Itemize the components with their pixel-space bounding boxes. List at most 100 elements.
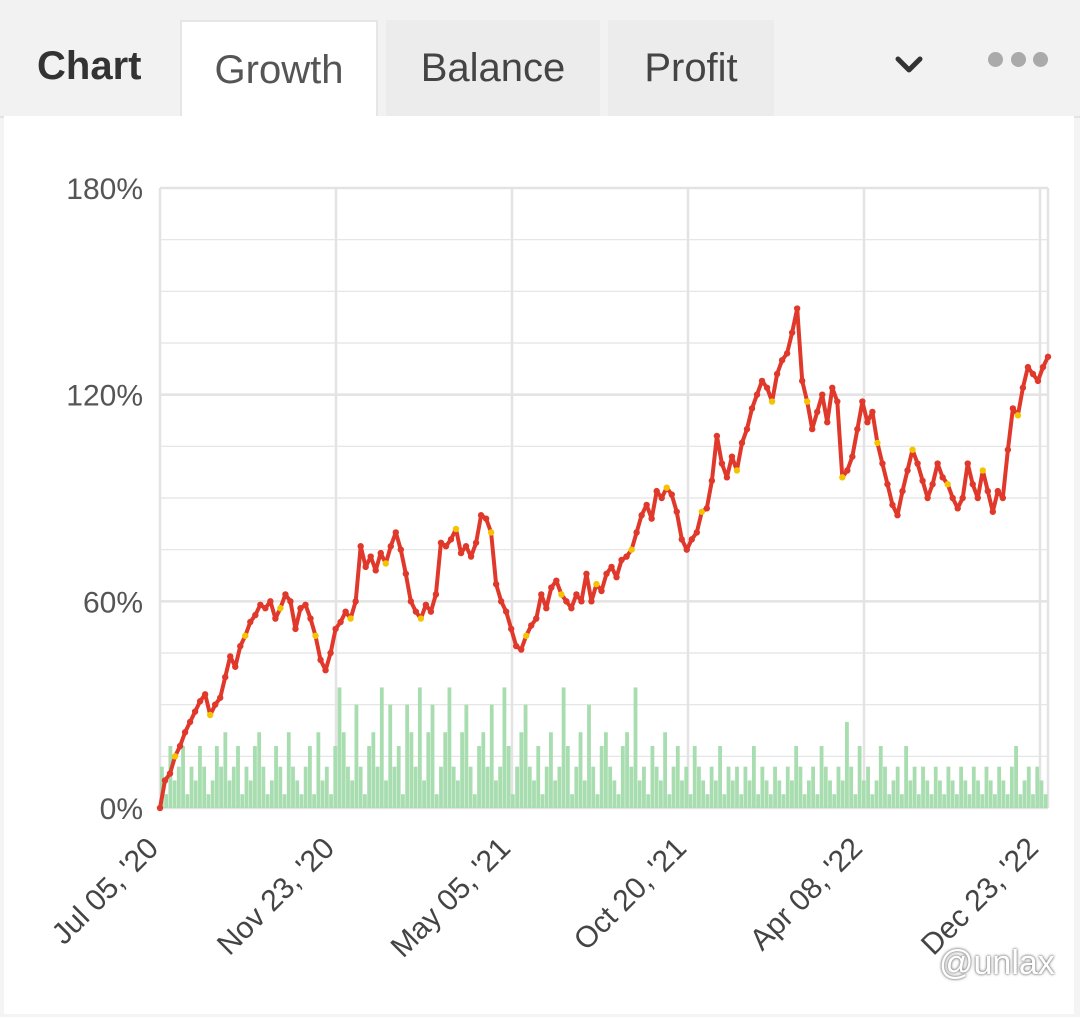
- volume-bar: [384, 780, 388, 808]
- x-tick-label: May 05, '21: [385, 832, 517, 964]
- growth-point: [252, 611, 259, 619]
- x-tick-label: Nov 23, '20: [211, 832, 341, 962]
- growth-point: [683, 546, 690, 553]
- growth-point: [583, 570, 590, 577]
- volume-bar: [900, 794, 904, 808]
- volume-bar: [193, 780, 198, 808]
- volume-bar: [1014, 746, 1018, 808]
- growth-point: [653, 487, 660, 495]
- volume-bar: [726, 766, 731, 808]
- growth-point: [211, 701, 219, 708]
- volume-bar: [502, 687, 507, 808]
- growth-point: [949, 494, 956, 502]
- growth-point: [372, 567, 379, 574]
- volume-bar: [954, 794, 959, 808]
- growth-point: [242, 632, 249, 639]
- growth-point: [959, 494, 966, 502]
- growth-point: [989, 508, 997, 515]
- volume-bar: [963, 780, 968, 808]
- growth-point: [568, 605, 575, 612]
- volume-bar: [857, 746, 862, 808]
- volume-bar: [561, 687, 566, 808]
- volume-bar: [291, 766, 295, 808]
- growth-point: [929, 481, 936, 488]
- volume-bar: [223, 732, 228, 808]
- growth-point: [688, 536, 695, 543]
- volume-bar: [908, 780, 913, 808]
- volume-bar: [781, 794, 786, 808]
- more-options-icon[interactable]: [988, 44, 1048, 74]
- chevron-down-icon[interactable]: [892, 50, 926, 80]
- growth-point: [809, 425, 816, 433]
- volume-bar: [709, 766, 714, 808]
- volume-bar: [460, 732, 465, 808]
- volume-bar: [523, 704, 528, 808]
- chart-section-title: Chart: [37, 44, 142, 88]
- growth-point: [648, 515, 655, 522]
- growth-point: [528, 622, 535, 629]
- growth-point: [593, 580, 600, 588]
- volume-bar: [697, 766, 701, 808]
- growth-point: [352, 598, 359, 605]
- volume-bar: [236, 746, 240, 808]
- volume-bar: [663, 732, 668, 808]
- tab-balance[interactable]: Balance: [386, 20, 600, 116]
- growth-point: [377, 549, 384, 557]
- growth-point: [628, 546, 635, 553]
- growth-point: [753, 391, 761, 398]
- volume-bar: [760, 766, 765, 808]
- volume-bar: [176, 766, 181, 808]
- volume-bar: [946, 766, 951, 808]
- volume-bar: [164, 794, 169, 808]
- growth-point: [874, 439, 881, 447]
- growth-point: [437, 539, 445, 546]
- growth-point: [944, 481, 951, 488]
- growth-point: [954, 505, 961, 512]
- volume-bar: [984, 766, 989, 808]
- volume-bar: [341, 732, 346, 808]
- tab-growth[interactable]: Growth: [180, 20, 378, 118]
- tab-profit[interactable]: Profit: [608, 20, 774, 116]
- volume-bar: [337, 687, 342, 808]
- growth-point: [803, 398, 811, 405]
- volume-bar: [371, 732, 376, 808]
- growth-point: [457, 549, 465, 557]
- volume-bar: [642, 766, 646, 808]
- growth-point: [392, 529, 399, 536]
- volume-bars: [160, 687, 1048, 808]
- growth-point: [844, 467, 851, 474]
- volume-bar: [231, 766, 236, 808]
- growth-point: [307, 615, 314, 622]
- volume-bar: [1009, 766, 1014, 808]
- growth-point: [1014, 412, 1022, 419]
- volume-bar: [532, 780, 536, 808]
- volume-bar: [802, 794, 807, 808]
- volume-bar: [646, 794, 651, 808]
- volume-bar: [413, 766, 418, 808]
- volume-bar: [439, 766, 443, 808]
- growth-point: [894, 512, 901, 519]
- volume-bar: [553, 780, 558, 808]
- volume-bar: [722, 794, 727, 808]
- growth-point: [839, 474, 846, 481]
- volume-bar: [840, 780, 845, 808]
- volume-bar: [637, 780, 642, 808]
- growth-point: [201, 691, 209, 698]
- volume-bar: [675, 746, 680, 808]
- growth-point: [778, 357, 786, 364]
- volume-bar: [477, 746, 481, 808]
- volume-bar: [481, 732, 486, 808]
- growth-point: [623, 553, 630, 560]
- volume-bar: [845, 721, 849, 808]
- volume-bar: [916, 794, 921, 808]
- growth-point: [181, 729, 189, 736]
- growth-point: [969, 481, 976, 488]
- volume-bar: [680, 780, 684, 808]
- volume-bar: [1031, 794, 1035, 808]
- volume-bar: [181, 746, 185, 808]
- volume-bar: [752, 746, 756, 808]
- volume-bar: [620, 746, 625, 808]
- volume-bar: [891, 780, 896, 808]
- growth-point: [588, 598, 595, 605]
- volume-bar: [168, 746, 173, 808]
